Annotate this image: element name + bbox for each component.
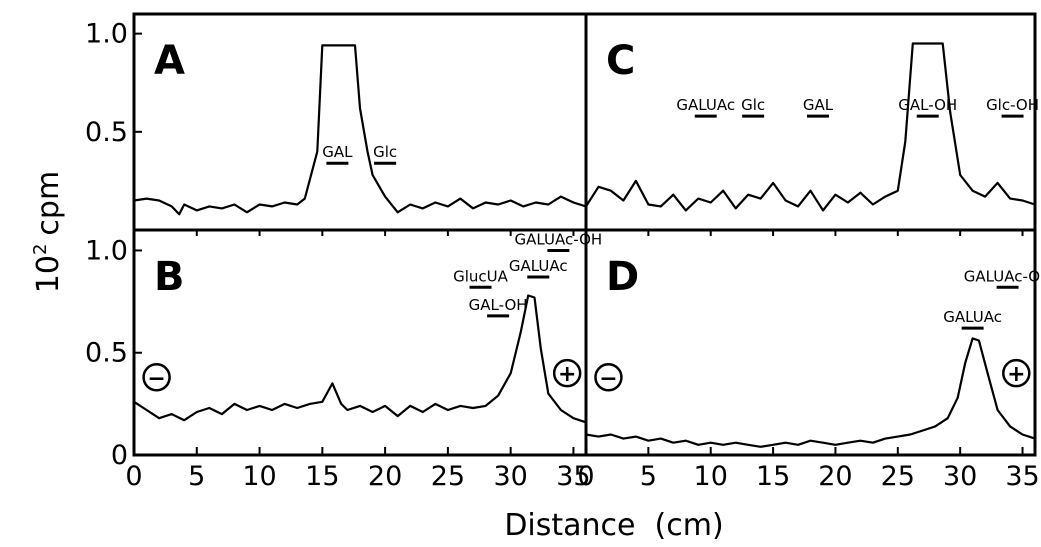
panel-d: D 0 5 10 15 20 25 30 35 GALUAc GALUAc-OH − +	[577, 228, 1041, 492]
panel-a: A 0.5 1.0 GAL Glc	[85, 12, 588, 232]
panel-a-ytick-label: 1.0	[85, 19, 128, 50]
electrode-sign-circle	[594, 363, 623, 392]
panel-b-xtick-label: 0	[125, 461, 142, 492]
panel-b-xtick-label: 35	[556, 461, 590, 492]
electrode-sign-circle	[1002, 358, 1031, 388]
panel-b-letter: B	[154, 254, 185, 300]
electrode-sign-glyph: +	[1007, 362, 1025, 387]
panel-b-ytick-label: 0.5	[85, 338, 128, 369]
peak-label-text: GALUAc	[509, 257, 568, 275]
y-axis-title-unit: cpm	[31, 171, 66, 236]
peak-label-text: GAL	[322, 143, 353, 161]
panel-b-xtick-label: 5	[188, 461, 205, 492]
y-axis-title-base: 10	[31, 255, 66, 293]
panels: A 0.5 1.0 GAL Glc B 0 0.5 1.0 0 5 10 15 20 25 30 35 GlucU…	[85, 12, 1041, 492]
peak-label-text: GAL-OH	[898, 96, 957, 114]
electrode-sign-glyph: +	[558, 362, 576, 387]
electrode-sign-glyph: −	[147, 366, 165, 391]
electrode-sign-circle	[552, 358, 582, 388]
electrode-sign-glyph: −	[599, 366, 617, 391]
electrode-sign-circle	[142, 363, 171, 392]
panel-d-xtick-label: 30	[943, 461, 977, 492]
panel-c: C GALUAc Glc GAL GAL-OH Glc-OH	[584, 12, 1039, 232]
panel-b: B 0 0.5 1.0 0 5 10 15 20 25 30 35 GlucUA GAL-OH GALUAc…	[85, 228, 603, 492]
panel-b-xtick-label: 15	[305, 461, 339, 492]
panel-d-xtick-label: 10	[694, 461, 728, 492]
panel-b-ytick-label: 0	[111, 440, 128, 471]
panel-a-frame	[132, 12, 588, 232]
peak-label-text: GALUAc	[676, 96, 735, 114]
panel-c-letter: C	[606, 38, 635, 84]
panel-d-frame	[584, 228, 1037, 457]
peak-label-text: GlucUA	[453, 267, 509, 285]
panel-b-xtick-label: 30	[493, 461, 527, 492]
panel-d-series-line	[585, 337, 1036, 448]
panel-d-xtick-label: 5	[640, 461, 657, 492]
panel-b-xtick-label: 20	[368, 461, 402, 492]
x-axis-title: Distance (cm)	[504, 508, 723, 543]
panel-d-xtick-label: 15	[756, 461, 790, 492]
y-axis-title: 102 cpm	[30, 171, 66, 293]
peak-label-text: GALUAc-OH	[964, 267, 1041, 285]
panel-a-ytick-label: 0.5	[85, 117, 128, 148]
peak-label-text: GAL-OH	[469, 296, 528, 314]
panel-d-xtick-label: 20	[818, 461, 852, 492]
y-axis-title-exponent: 2	[30, 244, 51, 255]
peak-label-text: Glc	[373, 143, 397, 161]
peak-label-text: Glc-OH	[986, 96, 1039, 114]
peak-label-text: GAL	[803, 96, 834, 114]
peak-label-text: Glc	[741, 96, 765, 114]
panel-c-frame	[584, 12, 1037, 232]
panel-b-xtick-label: 10	[242, 461, 276, 492]
panel-d-letter: D	[606, 254, 639, 300]
panel-d-xtick-label: 25	[881, 461, 915, 492]
peak-label-text: GALUAc	[943, 308, 1002, 326]
panel-b-xtick-label: 25	[431, 461, 465, 492]
panel-d-xtick-label: 0	[577, 461, 594, 492]
panel-a-series-line	[133, 44, 587, 216]
panel-c-series-line	[585, 42, 1036, 212]
panel-b-series-line	[133, 294, 587, 424]
panel-a-letter: A	[154, 38, 185, 84]
panel-b-ytick-label: 1.0	[85, 235, 128, 266]
panel-d-xtick-label: 35	[1005, 461, 1039, 492]
peak-label-text: GALUAc-OH	[515, 230, 603, 248]
